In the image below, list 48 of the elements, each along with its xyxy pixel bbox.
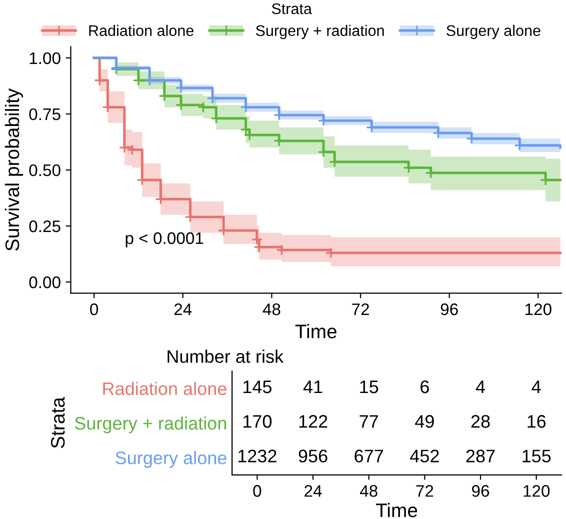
data-label: 28 <box>471 415 490 428</box>
x-tick-label: 0 <box>253 485 262 497</box>
x-tick-label: 72 <box>352 303 369 316</box>
x-tick-label: 96 <box>472 485 490 497</box>
legend-label: Radiation alone <box>89 24 194 36</box>
data-label: 956 <box>298 450 328 462</box>
data-label: 4 <box>476 380 486 394</box>
x-tick-label: 24 <box>174 303 192 316</box>
data-label: 16 <box>528 415 546 428</box>
data-label: 1232 <box>238 450 276 462</box>
y-tick-label: 0.75 <box>29 108 60 120</box>
data-label: 122 <box>299 415 328 428</box>
data-label: 452 <box>410 450 439 462</box>
x-tick-label: 72 <box>416 485 434 497</box>
annotation: p < 0.0001 <box>126 232 204 248</box>
x-tick-label: 24 <box>304 485 322 497</box>
x-tick-label: 120 <box>526 303 552 316</box>
data-label: 170 <box>244 415 272 428</box>
y-axis-title: Survival probability <box>4 88 24 251</box>
y-axis-title: Strata <box>50 397 65 448</box>
y-tick-label: Radiation alone <box>103 382 226 396</box>
y-tick-label: Surgery alone <box>116 451 226 468</box>
x-tick-label: 48 <box>262 303 280 316</box>
data-label: 155 <box>522 450 551 462</box>
data-label: 77 <box>360 415 378 428</box>
y-tick-label: 0.25 <box>29 220 60 232</box>
legend-title: Strata <box>272 3 312 14</box>
y-tick-label: Surgery + radiation <box>74 416 226 434</box>
x-tick-label: 96 <box>440 303 458 316</box>
x-tick-label: 48 <box>360 485 378 497</box>
chart-title: Number at risk <box>168 350 284 363</box>
y-tick-label: 0.50 <box>29 164 60 176</box>
x-tick-label: 120 <box>524 485 550 497</box>
x-axis-title: Time <box>295 324 336 338</box>
data-label: 15 <box>360 380 378 394</box>
y-tick-label: 0.00 <box>29 276 60 288</box>
data-label: 677 <box>354 450 384 462</box>
data-label: 145 <box>244 380 272 394</box>
data-label: 4 <box>532 380 541 394</box>
y-tick-label: 1.00 <box>30 52 60 64</box>
data-label: 287 <box>466 450 495 462</box>
data-label: 6 <box>420 380 429 394</box>
data-label: 41 <box>303 380 322 394</box>
x-axis-title: Time <box>376 502 418 518</box>
data-label: 49 <box>415 415 434 428</box>
x-tick-label: 0 <box>90 303 98 316</box>
legend-label: Surgery + radiation <box>256 24 384 40</box>
legend-label: Surgery alone <box>446 24 540 40</box>
